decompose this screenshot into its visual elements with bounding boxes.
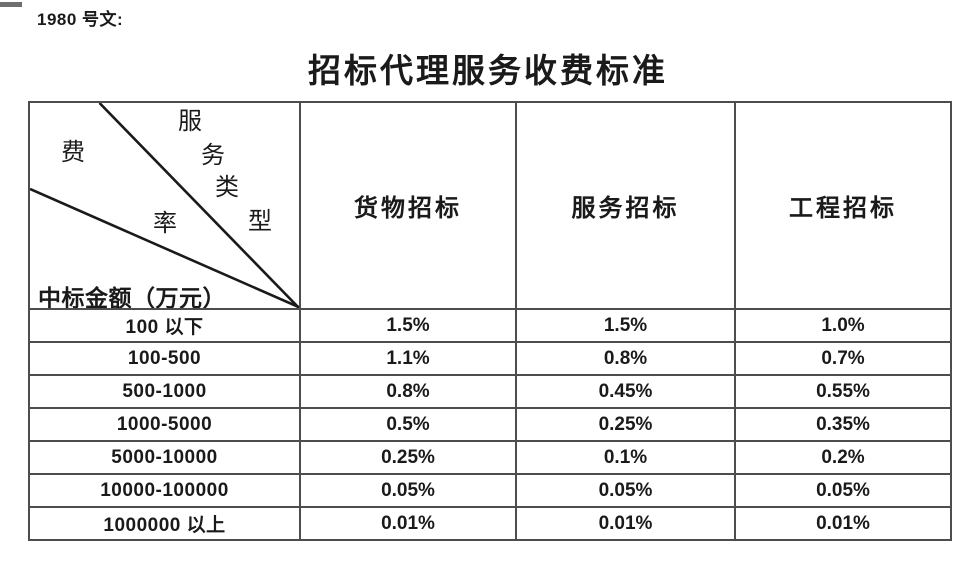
fee-cell: 0.25% (299, 440, 517, 475)
corner-label-bid-amount: 中标金额（万元） (38, 286, 226, 309)
row-label-cell: 1000-5000 (28, 407, 301, 442)
table-row: 10000-100000 0.05% 0.05% 0.05% (28, 473, 952, 508)
fee-cell: 0.05% (515, 473, 736, 508)
fee-cell: 0.01% (515, 506, 736, 541)
table-row: 500-1000 0.8% 0.45% 0.55% (28, 374, 952, 409)
fee-cell: 0.05% (734, 473, 952, 508)
fee-cell: 0.5% (299, 407, 517, 442)
table-row: 100 以下 1.5% 1.5% 1.0% (28, 308, 952, 343)
corner-label-service-type-char: 类 (215, 175, 242, 201)
fee-cell: 0.05% (299, 473, 517, 508)
row-label-cell: 10000-100000 (28, 473, 301, 508)
column-header-service: 服务招标 (515, 101, 736, 310)
fee-standard-table: 服 务 类 型 费 率 中标金额（万元） 货物招标 服务招标 工程招标 100 … (28, 101, 952, 541)
table-row: 1000-5000 0.5% 0.25% 0.35% (28, 407, 952, 442)
fee-cell: 0.7% (734, 341, 952, 376)
column-header-goods: 货物招标 (299, 101, 517, 310)
corner-label-service-type-char: 服 (178, 109, 205, 135)
column-header-engineering: 工程招标 (734, 101, 952, 310)
fee-cell: 0.2% (734, 440, 952, 475)
page-title: 招标代理服务收费标准 (308, 54, 668, 90)
corner-label-service-type-char: 务 (201, 143, 228, 169)
fee-cell: 0.35% (734, 407, 952, 442)
fee-cell: 1.0% (734, 308, 952, 343)
fee-cell: 0.01% (734, 506, 952, 541)
fee-cell: 0.45% (515, 374, 736, 409)
fee-cell: 1.1% (299, 341, 517, 376)
row-label-cell: 1000000 以上 (28, 506, 301, 541)
corner-label-fee-rate-char: 费 (61, 140, 88, 166)
table-row: 1000000 以上 0.01% 0.01% 0.01% (28, 506, 952, 541)
diagonal-corner-cell: 服 务 类 型 费 率 中标金额（万元） (28, 101, 301, 310)
fee-cell: 1.5% (515, 308, 736, 343)
page-edge-artifact (0, 2, 22, 7)
corner-label-fee-rate-char: 率 (153, 211, 180, 237)
fee-cell: 0.8% (299, 374, 517, 409)
diagonal-lines (31, 104, 298, 307)
fee-cell: 0.25% (515, 407, 736, 442)
row-label-cell: 500-1000 (28, 374, 301, 409)
fee-cell: 0.55% (734, 374, 952, 409)
row-label-cell: 100-500 (28, 341, 301, 376)
doc-number: 1980 号文: (37, 10, 124, 29)
row-label-cell: 100 以下 (28, 308, 301, 343)
fee-cell: 0.1% (515, 440, 736, 475)
table-row: 100-500 1.1% 0.8% 0.7% (28, 341, 952, 376)
table-row: 5000-10000 0.25% 0.1% 0.2% (28, 440, 952, 475)
table-header-row: 服 务 类 型 费 率 中标金额（万元） 货物招标 服务招标 工程招标 (28, 101, 952, 310)
fee-cell: 0.8% (515, 341, 736, 376)
fee-cell: 1.5% (299, 308, 517, 343)
row-label-cell: 5000-10000 (28, 440, 301, 475)
corner-label-service-type-char: 型 (248, 209, 275, 235)
fee-cell: 0.01% (299, 506, 517, 541)
